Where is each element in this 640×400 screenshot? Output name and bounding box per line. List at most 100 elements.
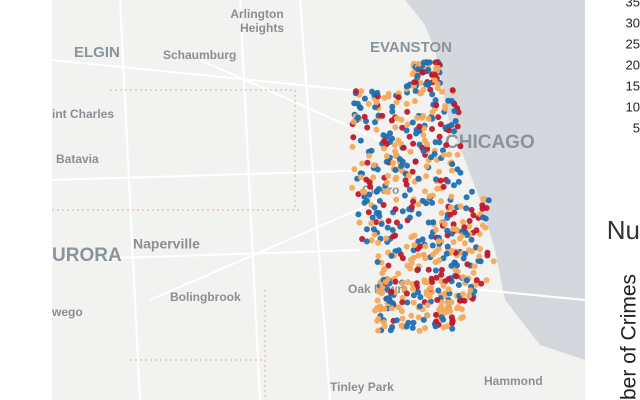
crime-point [420,316,427,323]
crime-point [405,319,412,326]
crime-point [356,219,363,226]
crime-point [437,177,444,184]
place-label: wego [51,305,83,319]
place-label: int Charles [52,107,114,121]
crime-point [369,88,375,95]
crime-point [415,252,422,259]
crime-point [355,211,362,218]
crime-point [417,294,424,301]
crime-point [409,324,416,331]
crime-point [444,232,451,239]
crime-point [409,168,416,175]
crime-point [422,243,429,250]
crime-point [359,236,366,242]
crime-point [414,267,421,274]
crime-point [351,166,358,173]
crime-point [411,79,418,86]
crime-point [424,59,431,66]
crime-point [420,148,427,155]
crime-point [415,175,422,182]
y-tick-label: 15 [626,78,640,93]
crime-point [456,235,463,242]
crime-point [373,219,380,226]
crime-point [372,104,379,111]
crime-point [455,178,462,185]
crime-point [363,226,370,233]
crime-point [408,312,415,319]
crime-point [416,303,423,310]
crime-point [381,323,388,330]
crime-point [422,255,429,262]
crime-point [395,137,402,144]
crime-point [388,305,395,312]
crime-point [415,314,422,321]
place-label: Schaumburg [163,48,236,62]
crime-point [404,299,411,306]
crime-point [445,97,452,104]
crime-point [375,186,382,192]
place-label: URORA [52,245,122,266]
crime-point [422,325,429,332]
crime-point [383,188,390,195]
crime-point [482,224,489,231]
crime-point [424,141,431,148]
crime-point [485,197,492,204]
crime-point [349,143,356,150]
crime-point [403,181,410,188]
crime-point [395,270,402,277]
crime-point [415,210,422,217]
place-label: Tinley Park [330,380,394,394]
crime-point [374,297,381,304]
crime-point [450,239,457,245]
crime-point [452,266,459,273]
crime-point [388,252,395,259]
crime-point [436,168,443,175]
crime-point [427,284,434,291]
crime-point [449,317,456,324]
crime-point [376,198,383,204]
crime-point [429,91,436,98]
crime-point [443,250,450,257]
crime-point [449,325,456,332]
crime-point [431,151,438,157]
crime-point [432,323,439,330]
crime-point [449,87,456,94]
crime-point [413,130,420,137]
crime-point [476,253,483,260]
crime-point [416,327,423,334]
crime-point [383,235,389,242]
crime-point [381,94,388,101]
crime-point [385,90,392,97]
crime-point [400,144,407,151]
crime-point [404,121,411,128]
crime-point [374,259,381,265]
crime-point [381,266,388,272]
crime-point [466,218,473,224]
crime-point [460,314,466,320]
crime-point [466,223,473,230]
crime-point [363,238,370,245]
crime-point [462,229,469,236]
crime-point [445,286,452,293]
crime-point [398,308,405,315]
crime-point [430,219,437,226]
crime-point [490,258,497,265]
crime-point [394,115,400,122]
crime-point [425,219,432,226]
crime-point [375,209,382,216]
crime-point [448,262,455,269]
crime-point [397,223,404,230]
crime-point [425,266,432,273]
crime-point [436,257,443,264]
crime-point [403,290,410,297]
crime-point [438,198,444,205]
crime-point [395,247,402,254]
crime-point [425,66,432,73]
place-label: Naperville [133,236,200,252]
crime-point [454,305,461,312]
place-label: ELGIN [74,44,120,61]
crime-point [409,281,416,287]
crime-point [448,204,455,211]
crime-point [357,137,364,144]
crime-point [433,102,440,109]
